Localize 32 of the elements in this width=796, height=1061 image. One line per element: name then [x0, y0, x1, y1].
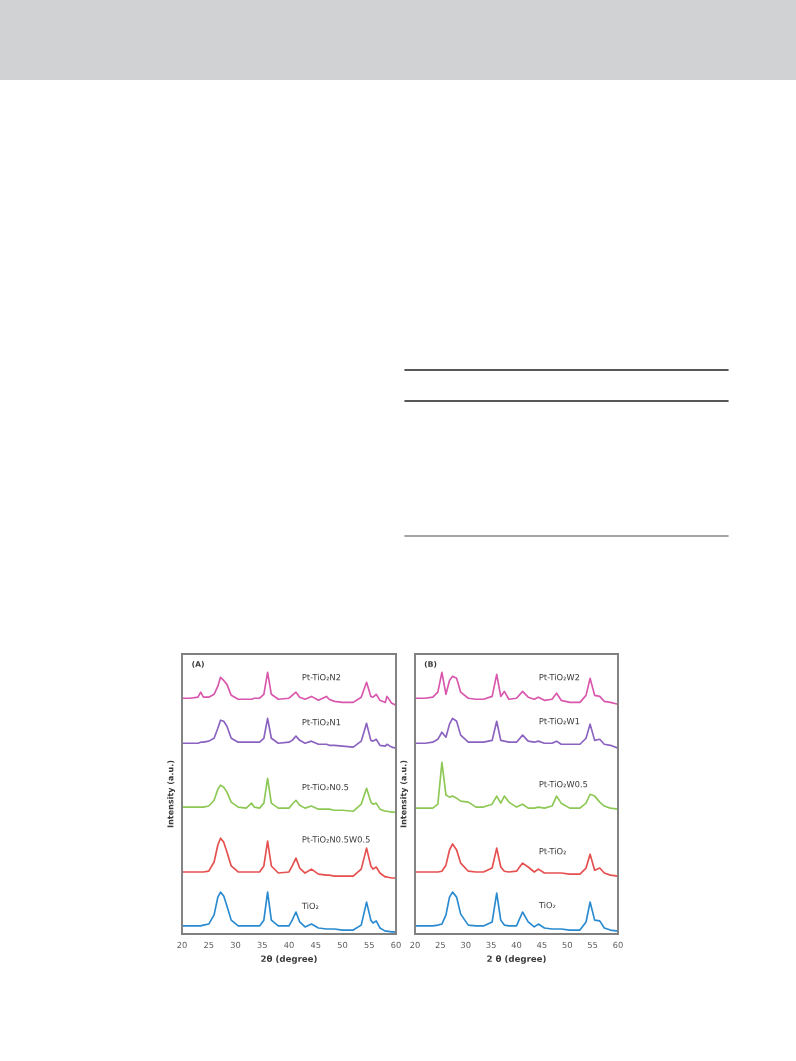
series-label: Pt-TiO₂N0.5	[302, 783, 349, 791]
x-tick-label: 45	[536, 941, 547, 949]
x-tick-label: 40	[511, 941, 522, 949]
x-tick-label: 45	[310, 941, 321, 949]
x-tick-label: 20	[410, 941, 420, 949]
series-label: Pt-TiO₂W2	[539, 673, 580, 681]
x-tick-label: 55	[587, 941, 598, 949]
series-label: TiO₂	[301, 902, 319, 909]
x-tick-label: 20	[177, 941, 187, 949]
x-tick-label: 25	[435, 941, 445, 949]
series-label: Pt-TiO₂N0.5W0.5	[302, 836, 370, 843]
x-tick-label: 60	[613, 941, 623, 949]
x-tick-label: 60	[391, 941, 401, 949]
series-label: Pt-TiO₂W1	[539, 717, 580, 725]
x-tick-label: 30	[230, 941, 241, 949]
x-tick-label: 40	[284, 941, 294, 949]
series-label: Pt-TiO₂N1	[302, 718, 341, 726]
x-tick-label: 55	[364, 941, 374, 949]
x-tick-label: 35	[257, 941, 267, 949]
x-tick-label: 30	[461, 941, 471, 949]
y-axis-title: Intensity (a.u.)	[400, 760, 409, 828]
series-label: Pt-TiO₂W0.5	[539, 780, 588, 788]
y-axis-title: Intensity (a.u.)	[167, 760, 176, 828]
series-label: Pt-TiO₂N2	[302, 673, 341, 681]
x-tick-label: 35	[486, 941, 496, 949]
x-axis-title: 2θ (degree)	[261, 955, 317, 964]
series-label: TiO₂	[538, 901, 556, 909]
x-tick-label: 50	[562, 941, 572, 949]
x-axis-title: 2 θ (degree)	[487, 955, 546, 964]
x-tick-label: 50	[337, 941, 348, 949]
series-label: Pt-TiO₂	[539, 847, 566, 855]
x-tick-label: 25	[204, 941, 214, 949]
